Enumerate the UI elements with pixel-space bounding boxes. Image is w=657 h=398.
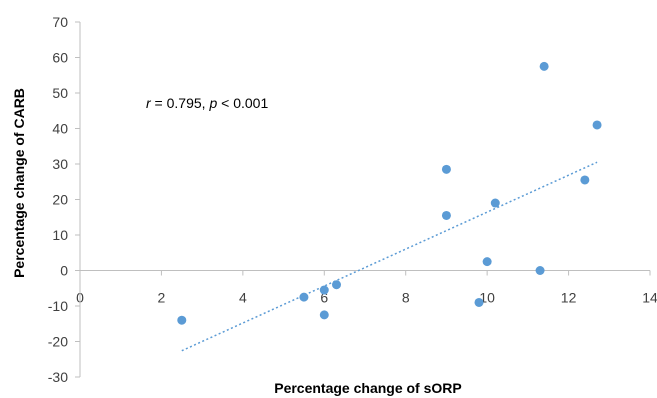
data-point — [490, 198, 500, 208]
x-tick-label: 8 — [402, 290, 410, 306]
data-point — [592, 120, 602, 130]
data-point — [319, 310, 329, 320]
data-point — [441, 210, 451, 220]
y-tick-label: 0 — [60, 263, 68, 279]
data-point — [332, 280, 341, 290]
data-point — [580, 175, 590, 185]
r-symbol: r — [146, 95, 152, 111]
data-point — [539, 61, 549, 71]
y-tick-label: 30 — [52, 156, 68, 172]
correlation-annotation: r = 0.795, p < 0.001 — [146, 95, 268, 111]
y-tick-label: 20 — [52, 192, 68, 208]
y-tick-label: 60 — [52, 50, 68, 66]
y-tick-label: -30 — [48, 369, 68, 385]
data-point — [319, 285, 329, 295]
y-tick-label: 50 — [52, 85, 68, 101]
data-points — [177, 61, 602, 325]
y-tick-label: -20 — [48, 334, 68, 350]
r-value-text: = 0.795, — [151, 95, 210, 111]
y-tick-label: 10 — [52, 227, 68, 243]
p-symbol: p — [208, 95, 217, 111]
data-point — [177, 315, 187, 325]
p-value-text: < 0.001 — [217, 95, 268, 111]
y-axis-ticks: 70 60 50 40 30 20 10 0 -10 -20 -30 — [48, 14, 80, 385]
y-tick-label: 40 — [52, 121, 68, 137]
x-tick-label: 6 — [320, 290, 328, 306]
y-axis-title: Percentage change of CARB — [11, 88, 27, 278]
x-tick-label: 4 — [239, 290, 247, 306]
data-point — [441, 164, 451, 174]
x-tick-label: 2 — [158, 290, 166, 306]
data-point — [482, 257, 492, 267]
y-tick-label: -10 — [48, 298, 68, 314]
x-tick-label: 12 — [561, 290, 577, 306]
y-tick-label: 70 — [52, 14, 68, 30]
x-tick-label: 14 — [642, 290, 657, 306]
data-point — [299, 292, 309, 302]
trendline — [181, 161, 598, 352]
x-axis-title: Percentage change of sORP — [274, 380, 462, 396]
data-point — [535, 266, 545, 275]
data-point — [474, 297, 484, 307]
